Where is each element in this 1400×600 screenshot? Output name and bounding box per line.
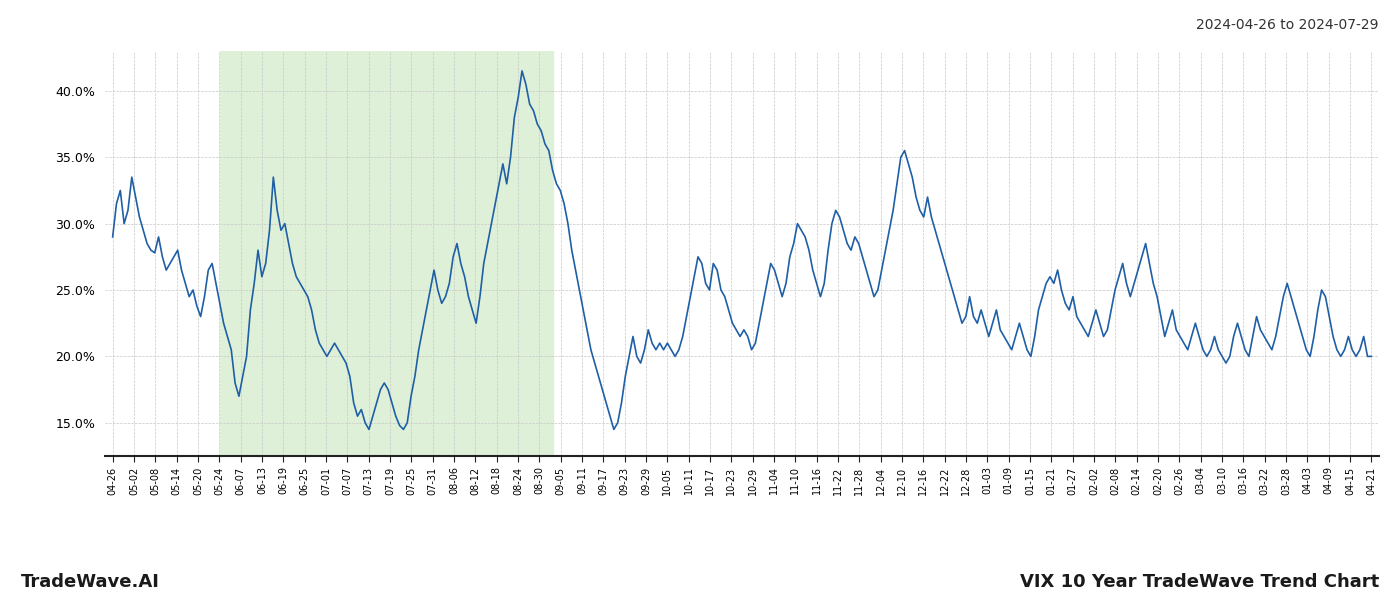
Text: VIX 10 Year TradeWave Trend Chart: VIX 10 Year TradeWave Trend Chart [1019, 573, 1379, 591]
Bar [220, 51, 553, 456]
Text: 2024-04-26 to 2024-07-29: 2024-04-26 to 2024-07-29 [1197, 18, 1379, 32]
Text: TradeWave.AI: TradeWave.AI [21, 573, 160, 591]
